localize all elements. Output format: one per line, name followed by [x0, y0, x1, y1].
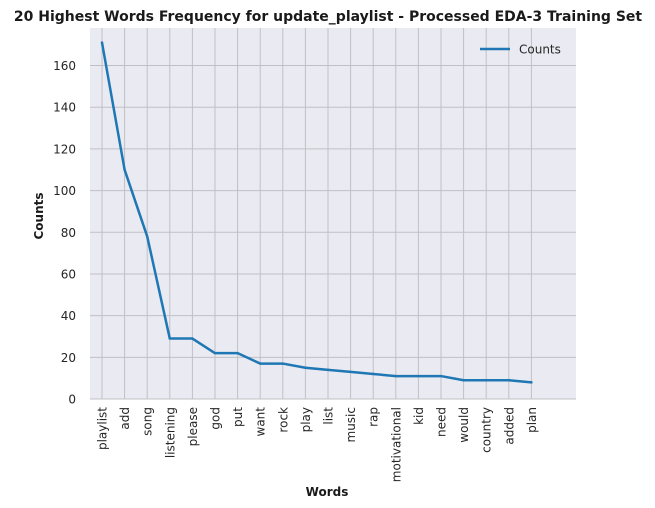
y-tick-label: 20: [61, 351, 76, 365]
series-layer: [100, 41, 533, 384]
data-point: [349, 370, 352, 374]
data-point: [439, 374, 443, 378]
y-axis-label: Counts: [32, 192, 46, 239]
x-tick-label: country: [480, 407, 494, 453]
legend: Counts: [480, 43, 561, 57]
data-point: [236, 351, 239, 355]
data-point: [304, 366, 307, 369]
x-tick-label: kid: [412, 407, 426, 425]
data-point: [394, 374, 397, 378]
data-point: [168, 337, 171, 340]
grid: [90, 28, 576, 400]
y-tick-label: 40: [61, 309, 76, 323]
x-tick-label: rap: [367, 407, 381, 427]
data-point: [485, 379, 488, 382]
x-axis-label: Words: [306, 485, 349, 499]
x-tick-label: listening: [163, 407, 177, 458]
x-tick-label: god: [209, 407, 223, 430]
data-point: [213, 351, 217, 355]
data-point: [507, 379, 510, 382]
x-tick-label: song: [141, 407, 155, 436]
x-tick-label: would: [457, 407, 471, 443]
y-tick-label: 120: [53, 142, 76, 156]
x-tick-label: put: [231, 407, 245, 427]
data-point: [417, 374, 420, 378]
data-point: [100, 41, 104, 44]
x-tick-label: play: [299, 407, 313, 432]
y-tick-label: 100: [53, 184, 76, 198]
y-tick-label: 0: [68, 393, 76, 407]
data-point: [123, 168, 126, 171]
data-point: [462, 379, 465, 382]
x-tick-label: added: [502, 407, 516, 445]
x-tick-label: music: [344, 407, 358, 442]
x-tick-label: want: [254, 407, 268, 437]
x-tick-label: rock: [276, 407, 290, 433]
data-point: [281, 362, 284, 365]
x-tick-label: add: [118, 407, 132, 430]
y-tick-label: 140: [53, 101, 76, 115]
y-tick-labels: 0 20 40 60 80 100 120 140 160: [53, 59, 76, 406]
y-tick-label: 60: [61, 267, 76, 281]
data-point: [530, 381, 533, 384]
data-point: [259, 362, 262, 365]
x-tick-label: please: [186, 407, 200, 446]
series-line-counts: [100, 41, 533, 384]
x-tick-label: list: [322, 407, 336, 425]
y-tick-label: 160: [53, 59, 76, 73]
y-tick-label: 80: [61, 226, 76, 240]
x-tick-label: playlist: [96, 407, 110, 450]
plot-area: [90, 28, 576, 399]
x-tick-label: motivational: [389, 407, 403, 482]
chart-title: 20 Highest Words Frequency for update_pl…: [14, 9, 642, 25]
x-tick-label: need: [435, 407, 449, 437]
data-point: [191, 337, 194, 340]
data-point: [146, 235, 149, 238]
legend-entry: Counts: [519, 43, 561, 57]
x-tick-label: plan: [525, 407, 539, 433]
x-tick-labels: playlist add song listening please god put want…: [96, 407, 539, 482]
data-point: [372, 372, 375, 376]
data-point: [326, 368, 330, 372]
